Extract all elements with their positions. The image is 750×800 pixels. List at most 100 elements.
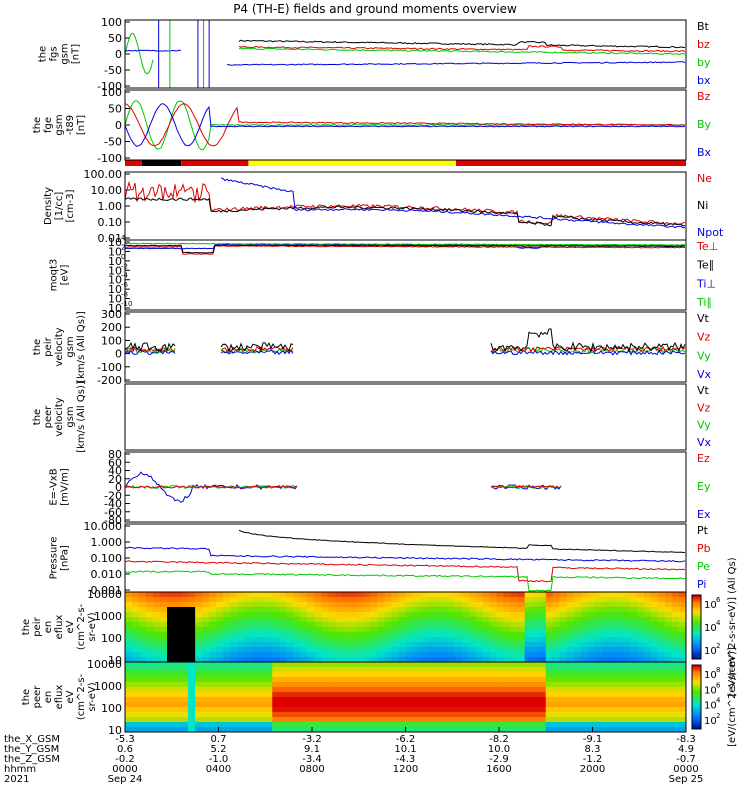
peer_en-cell [356, 702, 364, 708]
peer_en-cell [454, 712, 463, 718]
peer_vel-ylabel: the [32, 409, 43, 425]
peer_en-cell [335, 682, 343, 688]
peir_en-cell [503, 647, 512, 653]
peer_en-cell [188, 692, 196, 698]
peer_en-cell [258, 717, 266, 723]
peir_en-cell [335, 597, 343, 603]
peer_en-cell [181, 687, 189, 693]
peir_en-cell [279, 647, 287, 653]
peir_en-cell [139, 612, 147, 618]
peir_en-cell [601, 652, 610, 658]
peir_en-cell [622, 607, 631, 613]
peir_en-cell [412, 602, 421, 608]
peer_en-cell [153, 697, 161, 703]
peer_en-cell [398, 667, 406, 673]
peir_vel-tick-label: -100 [97, 361, 122, 374]
peer_en-cell [363, 717, 371, 723]
peir_en-cell [608, 657, 617, 663]
peir_en-cell [272, 642, 280, 648]
peir_en-cell [461, 632, 470, 638]
peir_en-cell [419, 657, 428, 663]
peir_en-cell [188, 622, 196, 628]
peir_en-cell [587, 647, 596, 653]
fge-legend-By: By [697, 118, 712, 131]
peer_en-cell [615, 717, 624, 723]
peer_en-cell [657, 697, 666, 703]
peir_en-cell [265, 607, 273, 613]
peir_en-cell [566, 607, 575, 613]
peir_en-cell [475, 652, 484, 658]
peir_en-cell [475, 647, 484, 653]
peer_en-cell [405, 702, 414, 708]
peir_en-cell [307, 637, 315, 643]
peer_en-cell [139, 662, 147, 668]
peir_en-cell [188, 652, 196, 658]
peir_en-cell [643, 627, 652, 633]
peer_en-cell [608, 667, 617, 673]
peer_en-cell [440, 677, 449, 683]
peer_en-cell [447, 682, 456, 688]
peer_en-cell [209, 682, 217, 688]
peer_en-cell [258, 672, 266, 678]
peir_en-colorbar-cell [692, 629, 701, 632]
peer_en-cell [216, 677, 224, 683]
peer_en-colorbar-cell [692, 688, 701, 692]
peir_en-cell [230, 642, 238, 648]
peer_en-cell [181, 707, 189, 713]
peer_en-cell [650, 697, 659, 703]
peer_en-cell [489, 707, 498, 713]
peir_en-cell [545, 657, 554, 663]
peer_en-cell [643, 682, 652, 688]
temp-tick-exponent: 4 [121, 234, 126, 242]
peir_en-cell [293, 607, 301, 613]
peir_en-cell [629, 632, 638, 638]
peir_en-colorbar-cell [692, 648, 701, 651]
peir_en-cell [321, 632, 329, 638]
peir_en-cell [139, 652, 147, 658]
peir_en-cell [594, 637, 603, 643]
peir_en-cell [573, 657, 582, 663]
peer_en-cell [510, 662, 519, 668]
peer_en-cell [629, 702, 638, 708]
peer_en-cell [335, 712, 343, 718]
peir_en-cell [503, 612, 512, 618]
peir_en-cell [671, 617, 680, 623]
fge-tick-label: 0 [115, 119, 122, 132]
fgs-red-line [238, 45, 686, 53]
peir_en-cell [349, 647, 357, 653]
peir_en-cell [265, 592, 273, 598]
peir_en-cell [482, 637, 491, 643]
peir_en-cell [328, 592, 336, 598]
peer_en-cell [202, 717, 210, 723]
peir_en-cell [279, 607, 287, 613]
peer_en-cell [195, 717, 203, 723]
peir_en-cell [328, 617, 336, 623]
peir_en-cell [587, 652, 596, 658]
peir_en-cell [615, 612, 624, 618]
peer_en-cell [153, 727, 161, 733]
peir_vel-tick-label: -200 [97, 374, 122, 387]
peir_en-cell [195, 612, 203, 618]
peer_en-cell [643, 697, 652, 703]
peer_en-cell [615, 702, 624, 708]
peer_en-cell [594, 722, 603, 728]
peir_en-cell [475, 597, 484, 603]
peer_en-cell [377, 662, 385, 668]
peer_en-cell [153, 682, 161, 688]
peir_en-cell [454, 617, 463, 623]
peir_en-cell [594, 592, 603, 598]
peir_en-cell [489, 642, 498, 648]
peir_en-cell [251, 622, 259, 628]
peir_en-cell [356, 622, 364, 628]
time-row-label: the_X_GSM [4, 734, 60, 745]
peer_en-cell [510, 697, 519, 703]
peir_en-cell [573, 617, 582, 623]
peer_en-cell [517, 677, 526, 683]
peer_en-cell [475, 717, 484, 723]
peir_en-cell [398, 647, 406, 653]
peir_en-colorbar-tick: 10 [704, 623, 717, 634]
peer_en-cell [482, 712, 491, 718]
peer_en-cell [587, 667, 596, 673]
peir_en-cell [538, 612, 547, 618]
peir_en-cell [160, 617, 168, 623]
